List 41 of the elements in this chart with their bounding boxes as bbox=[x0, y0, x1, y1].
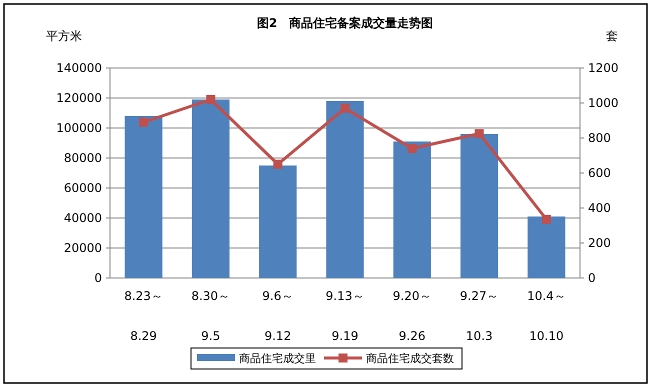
bar bbox=[528, 216, 566, 278]
point bbox=[139, 118, 148, 127]
category-label: 8.23～ 8.29 bbox=[124, 289, 163, 343]
chart-title: 图2 商品住宅备案成交量走势图 bbox=[256, 16, 434, 30]
y2-tick-label: 1000 bbox=[588, 96, 619, 110]
point bbox=[474, 129, 484, 138]
point bbox=[206, 95, 216, 104]
point bbox=[542, 214, 551, 224]
category-label: 9.27～ 10.3 bbox=[460, 289, 499, 343]
y-tick-label: 120000 bbox=[56, 91, 102, 105]
y2-axis-title: 套 bbox=[606, 29, 618, 43]
y-tick-label: 20000 bbox=[64, 241, 102, 255]
bar bbox=[259, 166, 297, 278]
point bbox=[408, 144, 417, 153]
y2-tick-label: 0 bbox=[588, 271, 596, 285]
y2-tick-label: 200 bbox=[588, 236, 611, 250]
point bbox=[273, 160, 282, 169]
y-tick-label: 100000 bbox=[56, 121, 102, 135]
y2-tick-label: 600 bbox=[588, 166, 611, 180]
y2-tick-label: 1200 bbox=[588, 61, 619, 75]
category-label: 8.30～ 9.5 bbox=[191, 289, 230, 343]
y-tick-label: 140000 bbox=[56, 61, 102, 75]
y2-tick-label: 800 bbox=[588, 131, 611, 145]
legend-label: 商品住宅成交套数 bbox=[366, 352, 454, 365]
y-tick-label: 80000 bbox=[64, 151, 102, 165]
y-axis-title: 平方米 bbox=[46, 29, 82, 43]
category-label: 9.13～ 9.19 bbox=[326, 289, 364, 343]
bar bbox=[124, 116, 162, 278]
point bbox=[340, 104, 350, 113]
legend-label: 商品住宅成交里 bbox=[239, 352, 316, 365]
category-label: 10.4～ 10.10 bbox=[527, 289, 566, 343]
bar bbox=[326, 101, 364, 278]
y2-tick-label: 400 bbox=[588, 201, 611, 215]
bar bbox=[393, 142, 431, 278]
bar bbox=[192, 100, 230, 278]
bar bbox=[460, 134, 498, 278]
category-label: 9.20～ 9.26 bbox=[392, 289, 432, 343]
y-tick-label: 60000 bbox=[64, 181, 102, 195]
y-tick-label: 40000 bbox=[64, 211, 102, 225]
category-label: 9.6～ 9.12 bbox=[262, 289, 294, 343]
y-tick-label: 0 bbox=[94, 271, 102, 285]
